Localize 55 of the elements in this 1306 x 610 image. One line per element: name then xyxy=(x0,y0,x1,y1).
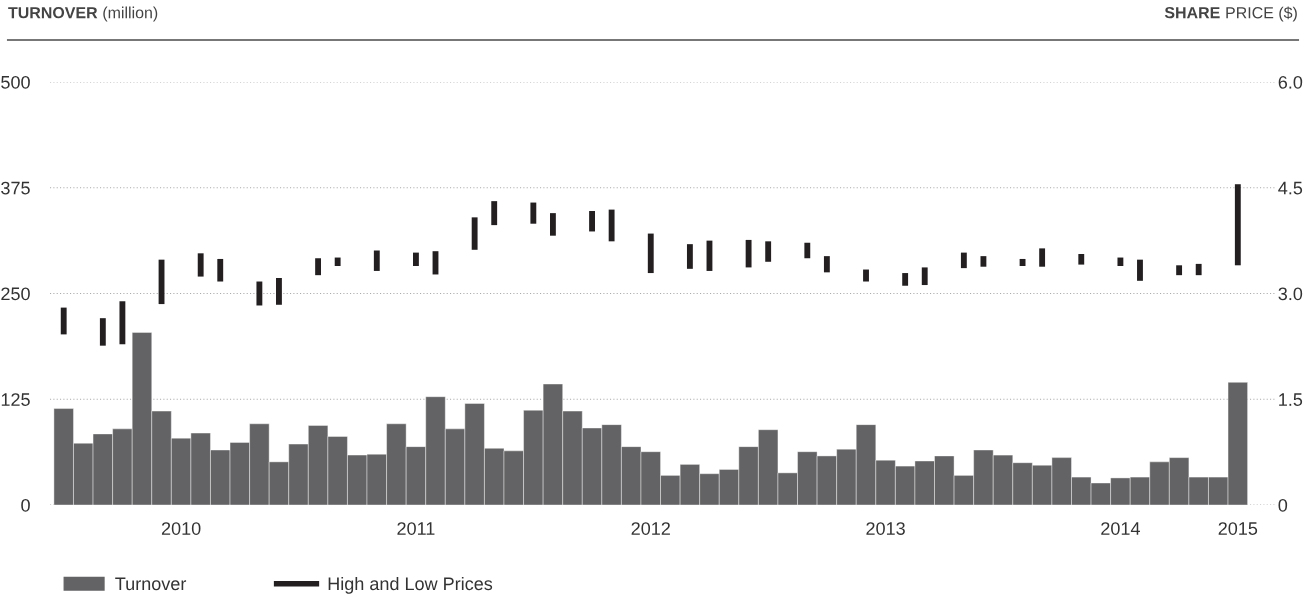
legend-label: Turnover xyxy=(115,577,187,591)
y-axis-title: TURNOVER (million) xyxy=(8,6,158,22)
bar xyxy=(256,281,263,306)
y-tick-label: 250 xyxy=(1,287,30,301)
y2-axis-title: SHARE PRICE ($) xyxy=(1164,6,1297,22)
bar xyxy=(471,217,478,250)
y-tick-label: 500 xyxy=(1,75,30,89)
y2-tick-label: 6.0 xyxy=(1278,75,1303,89)
bar xyxy=(902,273,909,286)
bar xyxy=(1195,263,1202,276)
x-tick-label: 2015 xyxy=(1218,522,1258,535)
x-tick-label: 2012 xyxy=(631,522,670,535)
bar xyxy=(60,307,67,335)
x-tick-label: 2014 xyxy=(1101,522,1140,535)
bar xyxy=(589,211,595,232)
bar xyxy=(804,242,811,259)
bar xyxy=(549,213,556,236)
x-tick-label: 2013 xyxy=(866,522,905,535)
bar xyxy=(980,256,987,267)
bar xyxy=(276,277,282,305)
bar xyxy=(686,244,693,269)
x-tick-label: 2011 xyxy=(397,522,435,535)
y-tick-label: 375 xyxy=(1,181,30,195)
bar xyxy=(647,233,654,274)
bar xyxy=(1234,184,1241,266)
bar xyxy=(413,252,419,266)
bar xyxy=(334,257,341,266)
bar xyxy=(530,202,537,224)
bar xyxy=(315,258,322,276)
bar xyxy=(921,267,928,286)
bar xyxy=(217,258,224,282)
bar xyxy=(119,301,126,345)
bar xyxy=(1176,265,1183,276)
bar xyxy=(745,239,752,268)
bar xyxy=(823,256,830,273)
y-tick-label: 125 xyxy=(1,393,30,406)
y2-tick-label: 0 xyxy=(1278,498,1288,512)
y2-tick-label: 3.0 xyxy=(1278,287,1303,301)
bar xyxy=(1137,259,1143,281)
y-tick-label: 0 xyxy=(21,498,30,512)
x-tick-label: 2010 xyxy=(161,522,201,535)
bar xyxy=(765,241,772,262)
bar xyxy=(960,252,967,269)
bar xyxy=(608,209,615,242)
bar xyxy=(197,253,204,277)
y2-tick-label: 1.5 xyxy=(1279,393,1303,406)
bar xyxy=(1039,248,1046,267)
bar xyxy=(99,318,106,346)
bar xyxy=(1078,254,1085,265)
bar xyxy=(1117,257,1124,266)
y2-tick-label: 4.5 xyxy=(1278,181,1303,195)
bar xyxy=(863,269,869,282)
bar xyxy=(491,201,498,226)
legend-label: High and Low Prices xyxy=(328,576,493,594)
bar xyxy=(373,250,380,271)
